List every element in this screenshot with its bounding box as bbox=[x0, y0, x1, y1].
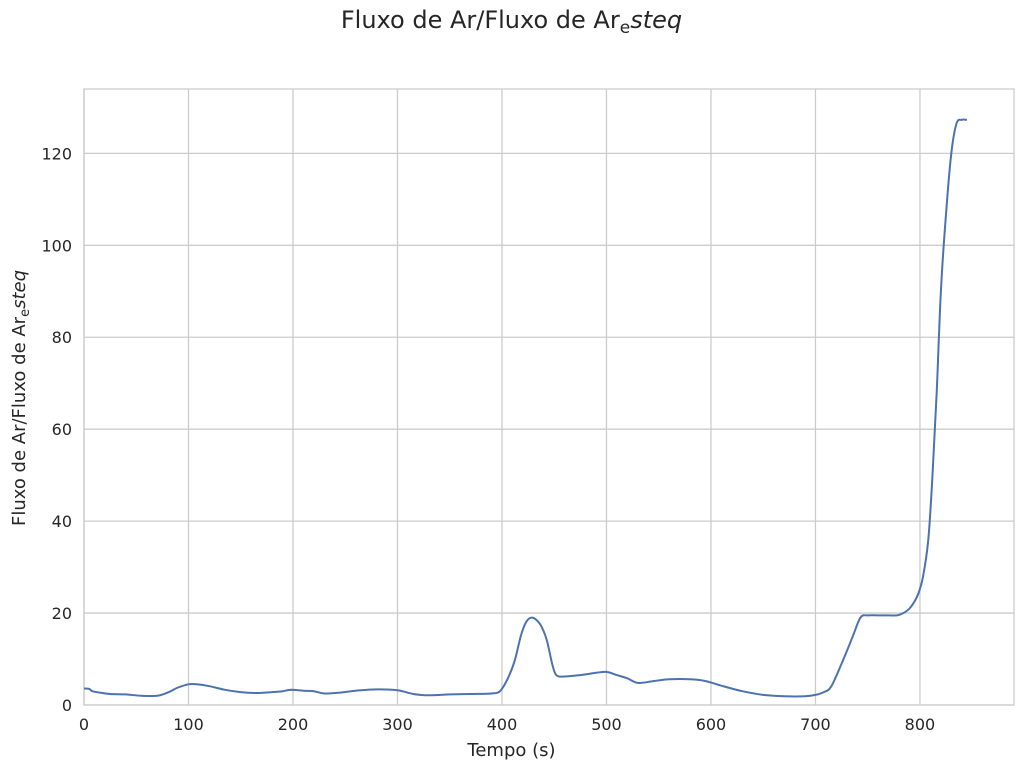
x-tick-label: 0 bbox=[79, 715, 89, 734]
y-tick-label: 80 bbox=[52, 328, 72, 347]
chart-title: Fluxo de Ar/Fluxo de Aresteq bbox=[340, 6, 683, 38]
x-axis-label: Tempo (s) bbox=[467, 740, 556, 761]
y-tick-labels: 0 20 40 60 80 100 120 bbox=[41, 144, 72, 715]
x-tick-label: 500 bbox=[591, 715, 622, 734]
x-tick-label: 600 bbox=[696, 715, 727, 734]
y-tick-label: 20 bbox=[52, 604, 72, 623]
x-tick-label: 200 bbox=[278, 715, 309, 734]
y-tick-label: 0 bbox=[62, 696, 72, 715]
x-tick-label: 700 bbox=[800, 715, 831, 734]
series-line bbox=[83, 118, 968, 698]
y-tick-label: 60 bbox=[52, 420, 72, 439]
y-tick-label: 100 bbox=[41, 236, 72, 255]
x-tick-label: 300 bbox=[382, 715, 413, 734]
x-tick-label: 800 bbox=[905, 715, 936, 734]
x-tick-label: 100 bbox=[173, 715, 204, 734]
y-tick-label: 40 bbox=[52, 512, 72, 531]
plot-frame bbox=[83, 88, 1015, 706]
x-tick-labels: 0 100 200 300 400 500 600 700 800 bbox=[79, 715, 935, 734]
y-tick-label: 120 bbox=[41, 144, 72, 163]
x-tick-label: 400 bbox=[487, 715, 518, 734]
grid-lines bbox=[83, 89, 1014, 706]
